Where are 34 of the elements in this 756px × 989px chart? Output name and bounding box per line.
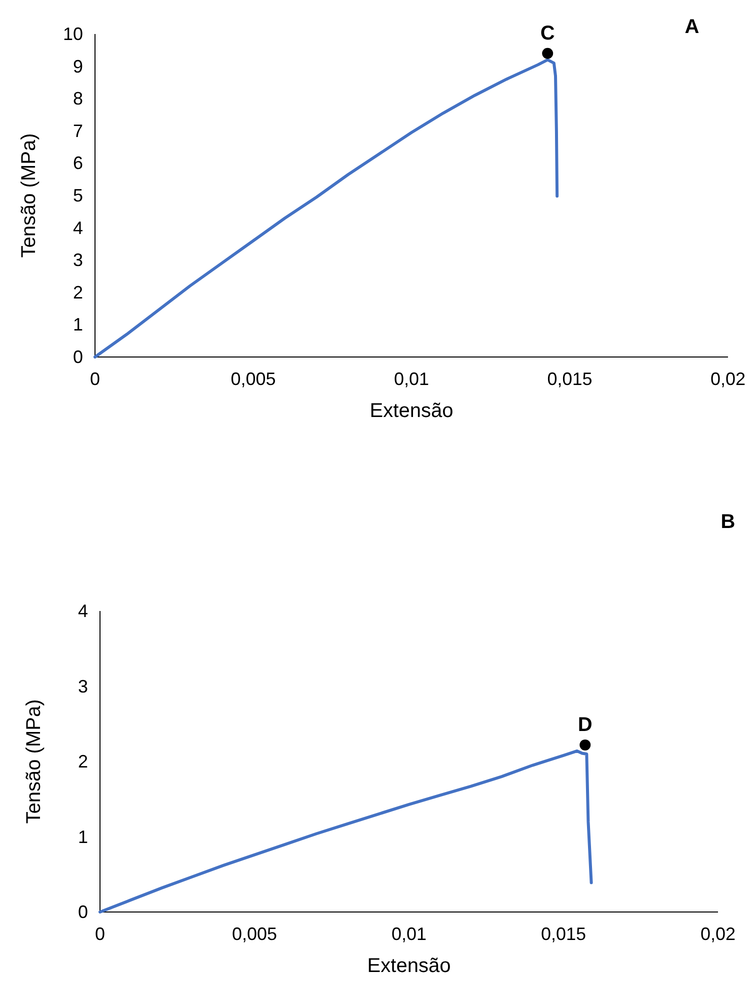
y-tick-label: 0 [78,902,88,922]
x-tick-label: 0,005 [232,924,278,944]
x-tick-label: 0 [94,924,106,944]
y-axis-title: Tensão (MPa) [18,133,40,258]
x-tick-label: 0,02 [710,369,746,389]
y-tick-label: 5 [72,186,83,206]
x-tick-label: 0,015 [547,369,592,389]
annotation: D [578,714,592,736]
y-tick-label: 2 [72,282,83,302]
line-series [98,749,593,914]
y-tick-label: 6 [72,153,83,174]
y-tick-label: 4 [72,218,83,238]
x-tick-label: 0,02 [700,924,736,944]
annotation: A [684,16,700,38]
x-tick-label: 0,015 [540,924,586,944]
x-tick-label: 0,01 [391,924,427,944]
x-axis-title: Extensão [370,400,454,422]
y-tick-label: 3 [72,250,83,270]
y-tick-label: 1 [72,314,83,335]
text: B [720,511,736,533]
x-tick-label: 0,005 [230,369,276,389]
y-tick-label: 3 [78,676,88,696]
y-tick-label: 4 [78,601,88,621]
x-axis-title: Extensão [367,955,451,977]
y-tick-label: 1 [78,826,88,847]
y-tick-label: 10 [62,24,83,44]
y-tick-label: 0 [72,347,83,367]
y-tick-label: 2 [78,752,88,772]
y-tick-label: 8 [72,88,83,109]
x-tick-label: 0,01 [394,369,430,389]
y-tick-label: 9 [72,56,83,76]
y-axis-title: Tensão (MPa) [23,699,45,824]
annotation: C [540,22,555,44]
y-tick-label: 7 [72,120,83,141]
